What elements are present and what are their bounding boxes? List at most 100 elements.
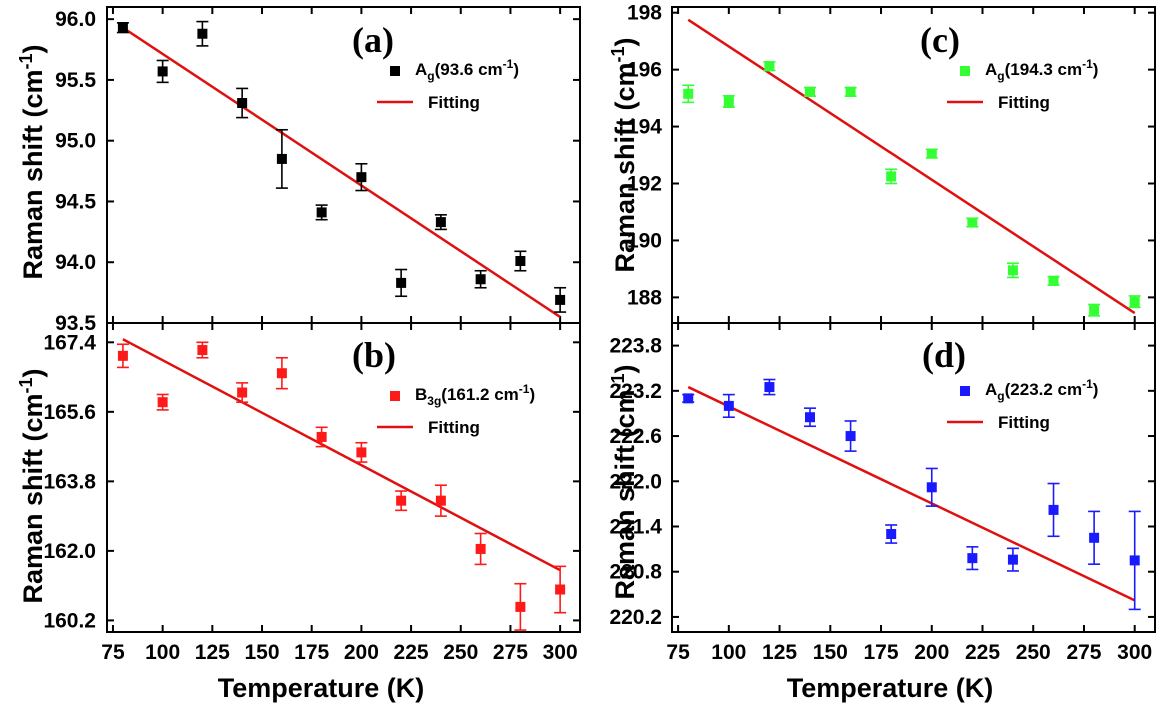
panel-b: 160.2 162.0 163.8 165.6 167.4 75 100 125 150 175 2… xyxy=(43,322,581,664)
y-tick-label: 163.8 xyxy=(43,470,96,493)
y-tick-label: 167.4 xyxy=(43,331,96,354)
data-point xyxy=(515,601,526,612)
legend-label: Ag(194.3 cm-1) xyxy=(985,57,1098,83)
data-point xyxy=(555,294,566,305)
data-point xyxy=(1048,275,1059,286)
y-tick-label: 93.5 xyxy=(55,312,96,335)
y-tick-label: 222.6 xyxy=(609,425,662,448)
data-point xyxy=(683,88,694,99)
x-tick-label: 200 xyxy=(914,641,949,664)
x-tick-label: 250 xyxy=(443,641,478,664)
data-point xyxy=(1089,532,1100,543)
data-point xyxy=(1007,554,1018,565)
data-point xyxy=(197,28,208,39)
x-tick-label: 175 xyxy=(864,641,899,664)
x-axis-title-right: Temperature (K) xyxy=(787,673,994,703)
data-point xyxy=(356,172,367,183)
legend-marker xyxy=(390,66,400,76)
data-point xyxy=(117,22,128,33)
data-point xyxy=(886,529,897,540)
x-tick-label: 100 xyxy=(711,641,746,664)
data-point xyxy=(157,66,168,77)
data-point xyxy=(396,277,407,288)
y-tick-label: 94.0 xyxy=(55,251,96,274)
y-axis-title-d: Raman shift (cm-1) xyxy=(608,364,640,599)
y-tick-label: 165.6 xyxy=(43,401,96,424)
y-axis-title-b: Raman shift (cm-1) xyxy=(16,368,48,603)
data-point xyxy=(316,431,327,442)
y-tick-label: 222.0 xyxy=(609,470,662,493)
panel-d: 220.2 220.8 221.4 222.0 222.6 223.2 223.8 75 100… xyxy=(609,322,1156,664)
data-point xyxy=(764,382,775,393)
x-tick-label: 100 xyxy=(145,641,180,664)
fit-line xyxy=(122,338,561,572)
axes-frame xyxy=(106,322,581,633)
y-tick-label: 192 xyxy=(627,173,662,196)
x-tick-label: 125 xyxy=(195,641,230,664)
data-point xyxy=(723,96,734,107)
x-tick-label: 250 xyxy=(1016,641,1051,664)
y-tick-label: 223.8 xyxy=(609,335,662,358)
y-axis-title-a: Raman shift (cm-1) xyxy=(16,44,48,279)
x-tick-label: 200 xyxy=(344,641,379,664)
y-tick-label: 198 xyxy=(627,2,662,25)
x-tick-label: 125 xyxy=(762,641,797,664)
data-point xyxy=(845,86,856,97)
data-point xyxy=(926,148,937,159)
legend-fit-label: Fitting xyxy=(998,413,1050,432)
legend-marker xyxy=(390,391,400,401)
data-point xyxy=(805,86,815,97)
x-tick-label: 225 xyxy=(394,641,429,664)
plot-area: 93.5 94.0 94.5 95.0 95.5 96.0 (a) Ag(93.6 cm-1)… xyxy=(43,2,1156,664)
data-point xyxy=(683,393,694,404)
legend-fit-label: Fitting xyxy=(998,93,1050,112)
x-tick-label: 275 xyxy=(1066,641,1101,664)
y-tick-label: 220.8 xyxy=(609,561,662,584)
data-point xyxy=(276,153,287,164)
y-tick-label: 162.0 xyxy=(43,540,96,563)
x-tick-label: 275 xyxy=(493,641,528,664)
x-tick-label: 75 xyxy=(666,641,690,664)
panel-label: (c) xyxy=(920,20,960,60)
x-tick-label: 75 xyxy=(101,641,125,664)
y-tick-label: 95.0 xyxy=(55,130,96,153)
legend-label: B3g(161.2 cm-1) xyxy=(415,382,535,408)
x-tick-label: 225 xyxy=(965,641,1000,664)
fit-line xyxy=(122,26,561,318)
data-point xyxy=(1048,504,1059,515)
panel-a: 93.5 94.0 94.5 95.0 95.5 96.0 (a) Ag(93.6 cm-1)… xyxy=(55,6,581,335)
fit-line xyxy=(687,385,1136,602)
x-tick-label: 175 xyxy=(294,641,329,664)
y-tick-label: 94.5 xyxy=(55,190,96,213)
data-point xyxy=(1129,555,1140,566)
data-point xyxy=(515,256,526,267)
y-axis-title-c: Raman shift (cm-1) xyxy=(608,37,640,272)
data-point xyxy=(764,61,775,72)
panel-c: 188 190 192 194 196 198 (c) Ag(194.3 cm-1) Fitti… xyxy=(627,2,1156,324)
data-point xyxy=(157,397,168,408)
x-tick-label: 150 xyxy=(813,641,848,664)
data-point xyxy=(1129,296,1140,307)
axes-frame xyxy=(106,6,581,324)
y-tick-label: 96.0 xyxy=(55,8,96,31)
data-point xyxy=(967,553,978,564)
data-point xyxy=(396,495,407,506)
x-tick-label: 300 xyxy=(1117,641,1152,664)
axes-frame xyxy=(671,6,1156,324)
y-tick-label: 95.5 xyxy=(55,69,96,92)
data-point xyxy=(845,431,856,442)
data-point xyxy=(117,350,128,361)
data-point xyxy=(1007,265,1018,276)
legend-label: Ag(223.2 cm-1) xyxy=(985,377,1098,403)
y-tick-label: 190 xyxy=(627,229,662,252)
legend-fit-label: Fitting xyxy=(428,418,480,437)
data-point xyxy=(926,482,937,493)
data-point xyxy=(805,412,815,423)
data-point xyxy=(237,387,248,398)
data-point xyxy=(276,368,287,379)
y-tick-label: 223.2 xyxy=(609,380,662,403)
legend-label: Ag(93.6 cm-1) xyxy=(415,57,519,83)
data-point xyxy=(356,447,367,458)
data-point xyxy=(723,400,734,411)
data-point xyxy=(555,584,566,595)
